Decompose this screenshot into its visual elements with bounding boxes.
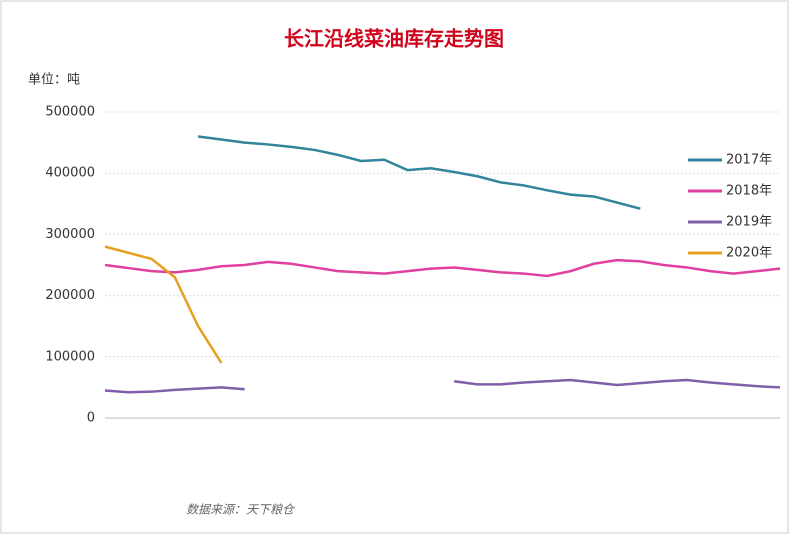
y-tick-label: 200000 bbox=[45, 288, 95, 303]
legend-label: 2020年 bbox=[726, 246, 772, 261]
legend-label: 2019年 bbox=[726, 215, 772, 230]
y-tick-label: 100000 bbox=[45, 349, 95, 364]
y-tick-label: 400000 bbox=[45, 166, 95, 181]
source-note: 数据来源：天下粮仓 bbox=[186, 503, 296, 517]
series-line bbox=[197, 135, 641, 210]
legend-label: 2017年 bbox=[726, 153, 772, 168]
chart-title: 长江沿线菜油库存走势图 bbox=[284, 27, 504, 51]
unit-label: 单位：吨 bbox=[28, 73, 80, 88]
series-line bbox=[104, 245, 223, 364]
y-tick-label: 0 bbox=[87, 411, 95, 426]
y-tick-label: 300000 bbox=[45, 227, 95, 242]
series-line bbox=[104, 258, 781, 278]
y-tick-label: 500000 bbox=[45, 105, 95, 120]
legend-label: 2018年 bbox=[726, 184, 772, 199]
series-line bbox=[104, 378, 781, 394]
